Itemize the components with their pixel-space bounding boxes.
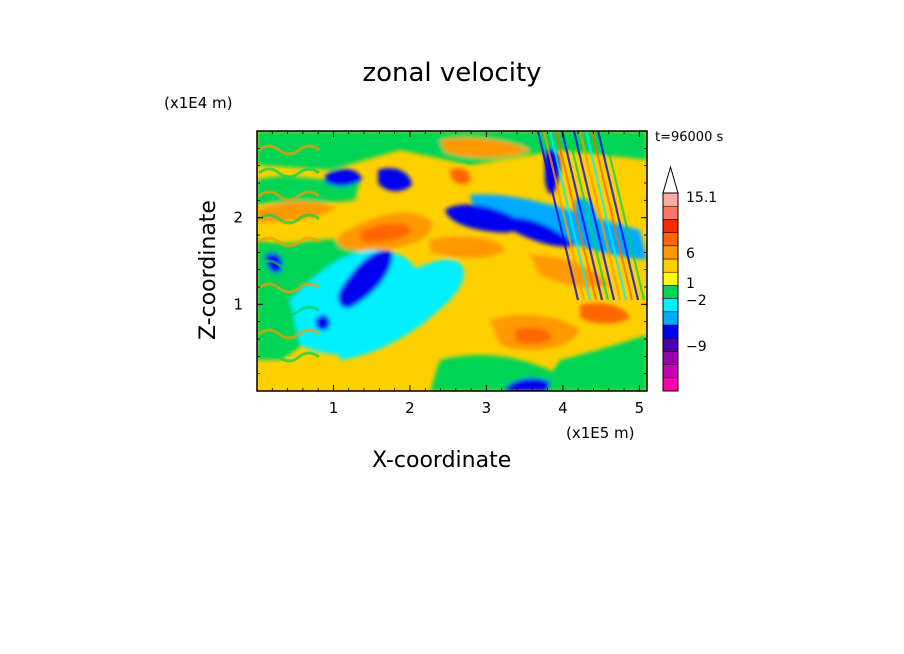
- wave-streak: [554, 131, 598, 301]
- colorbar-label: −9: [686, 339, 707, 355]
- region-blue-7: [378, 168, 412, 192]
- colorbar-level: [662, 205, 679, 220]
- colorbar-level: [662, 364, 679, 379]
- region-blue-5: [505, 378, 550, 391]
- colorbar-extend-triangle: [662, 165, 679, 194]
- region-bottom-right-green: [540, 335, 647, 391]
- x-tick-label: 5: [635, 399, 645, 417]
- x-axis-unit: (x1E5 m): [566, 424, 635, 442]
- wave-ripple: [258, 328, 320, 340]
- colorbar-level: [662, 232, 679, 247]
- wave-streak: [578, 131, 622, 301]
- colorbar-level: [662, 258, 679, 273]
- region-red-top: [450, 168, 471, 185]
- wave-streak: [536, 131, 580, 301]
- x-axis-ticks: 1 2 3 4 5: [271, 131, 645, 417]
- colorbar-level: [662, 351, 679, 365]
- wave-streak: [548, 131, 592, 301]
- region-red-3: [515, 327, 552, 344]
- x-tick-label: 2: [405, 399, 415, 417]
- region-orange-2: [430, 236, 505, 258]
- colorbar-frame: [662, 192, 679, 392]
- colorbar-level: [662, 245, 679, 260]
- wave-ripple: [258, 305, 320, 317]
- colorbar-level: [662, 337, 679, 352]
- wave-ripple: [258, 167, 320, 179]
- colorbar: 15.1 6 1−2 −9: [662, 165, 717, 392]
- colorbar-level: [662, 285, 679, 299]
- wave-streak: [542, 131, 586, 301]
- region-blue-6: [325, 168, 362, 187]
- colorbar-label: 6: [686, 246, 695, 262]
- contour-field: [257, 131, 647, 391]
- x-tick-label: 1: [329, 399, 339, 417]
- region-orange-top: [440, 138, 530, 158]
- colorbar-level: [662, 271, 679, 286]
- wave-streak: [566, 131, 610, 301]
- x-tick-label: 3: [482, 399, 492, 417]
- x-tick-label: 4: [558, 399, 568, 417]
- y-axis-unit: (x1E4 m): [164, 94, 233, 112]
- wave-ripple: [258, 190, 320, 202]
- y-tick-label: 2: [233, 209, 243, 227]
- wave-ripple: [258, 259, 320, 271]
- colorbar-level: [662, 377, 679, 392]
- colorbar-level: [662, 298, 679, 313]
- wave-ripple: [258, 282, 320, 294]
- wave-streak: [602, 131, 646, 301]
- wave-streak: [572, 131, 616, 301]
- time-label: t=96000 s: [655, 130, 724, 145]
- colorbar-label: 15.1: [686, 190, 717, 206]
- colorbar-level: [662, 219, 679, 233]
- colorbar-level: [662, 192, 679, 207]
- wave-ripple: [258, 144, 320, 156]
- region-blue-2: [315, 315, 330, 331]
- wave-streak: [584, 131, 628, 301]
- wave-ripple: [258, 351, 320, 363]
- y-tick-label: 1: [233, 295, 243, 313]
- wave-ripple: [258, 213, 320, 225]
- region-blue-1: [338, 250, 393, 309]
- colorbar-label: −2: [686, 293, 707, 309]
- y-axis-ticks: 12: [233, 147, 647, 375]
- x-axis-label: X-coordinate: [372, 448, 512, 473]
- region-cyan-middle: [330, 259, 464, 360]
- region-blue-4: [510, 217, 575, 247]
- colorbar-label: 1: [686, 276, 695, 292]
- region-red-1: [360, 223, 412, 243]
- wave-ripple: [258, 236, 320, 248]
- wave-streak: [590, 131, 634, 301]
- colorbar-level: [662, 311, 679, 326]
- region-cyan-diagonal: [470, 194, 647, 260]
- chart-title: zonal velocity: [362, 58, 542, 88]
- wave-streak: [596, 131, 640, 301]
- region-blue-3: [445, 204, 521, 233]
- region-red-4: [580, 303, 630, 324]
- wave-streak: [560, 131, 604, 301]
- plot-frame: [256, 130, 648, 392]
- wave-streaks: [258, 131, 646, 363]
- colorbar-level: [662, 324, 679, 339]
